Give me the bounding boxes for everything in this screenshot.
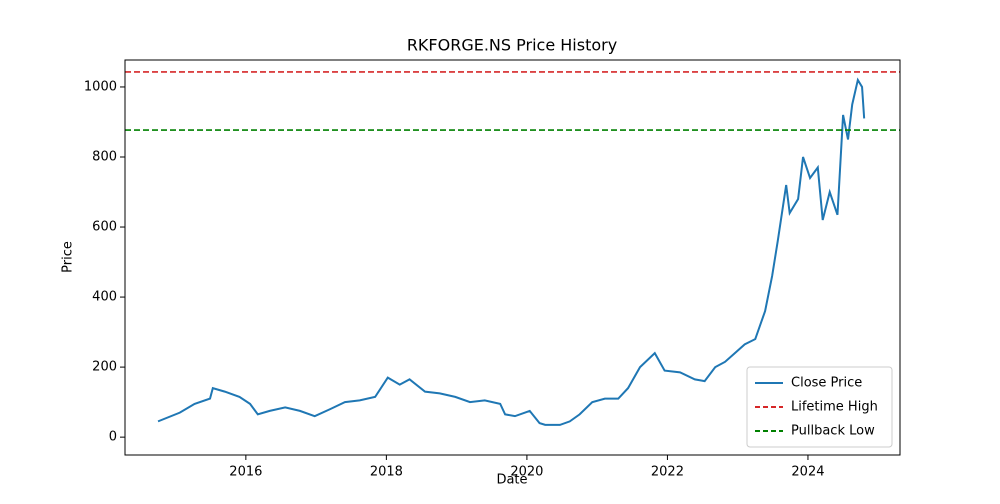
y-tick-label: 400 — [92, 290, 117, 305]
x-tick-label: 2020 — [510, 465, 543, 480]
x-tick-label: 2024 — [791, 465, 824, 480]
legend-label: Close Price — [791, 376, 862, 391]
legend-label: Pullback Low — [791, 424, 875, 439]
chart-title: RKFORGE.NS Price History — [407, 36, 617, 55]
x-tick-label: 2018 — [370, 465, 403, 480]
price-line — [157, 77, 866, 426]
legend-box — [746, 366, 893, 448]
plot-frame — [124, 59, 901, 456]
y-tick-label: 800 — [92, 149, 117, 164]
x-tick-label: 2016 — [229, 465, 262, 480]
y-tick-label: 200 — [92, 360, 117, 375]
x-tick-label: 2022 — [651, 465, 684, 480]
y-tick-label: 600 — [92, 220, 117, 235]
legend-label: Lifetime High — [791, 400, 878, 415]
y-tick-label: 1000 — [84, 79, 117, 94]
y-axis-label: Price — [61, 241, 76, 273]
y-tick-label: 0 — [109, 430, 117, 445]
x-axis-label: Date — [496, 473, 527, 488]
